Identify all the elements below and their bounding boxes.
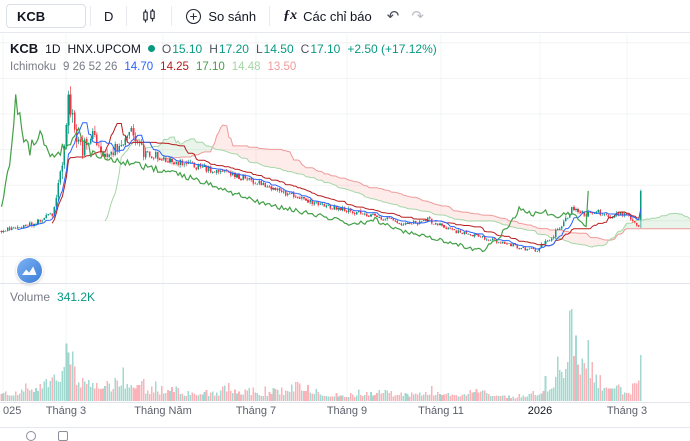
indicator-params: 9 26 52 26 <box>63 61 118 73</box>
toolbar-divider <box>90 6 91 26</box>
time-axis-label: Tháng 7 <box>235 405 277 417</box>
time-axis-label: 2026 <box>527 405 553 417</box>
bottom-toolbar <box>0 427 690 441</box>
bottom-toolbar-icon[interactable] <box>26 431 36 441</box>
broker-logo-button[interactable] <box>16 257 43 284</box>
mountain-chart-icon <box>17 258 42 283</box>
ohlc-open: O 15.10 <box>161 41 203 56</box>
volume-label: Volume <box>10 290 51 304</box>
ohlc-close: C 17.10 <box>300 41 341 56</box>
toolbar-divider <box>171 6 173 26</box>
symbol-search[interactable]: KCB <box>6 4 86 28</box>
legend-change: +2.50 (+17.12%) <box>347 41 437 56</box>
ohlc-high: H 17.20 <box>209 41 249 56</box>
indicator-value-lead2: 13.50 <box>267 61 297 73</box>
redo-button[interactable]: ↷ <box>405 3 430 29</box>
time-axis-label: Tháng 9 <box>326 405 368 417</box>
interval-button[interactable]: D <box>95 3 122 29</box>
indicator-value-lagging: 17.10 <box>195 61 225 73</box>
indicators-button[interactable]: ƒx Các chỉ báo <box>274 3 381 29</box>
bottom-toolbar-icon[interactable] <box>58 431 68 441</box>
time-axis-label: Tháng 11 <box>418 405 464 417</box>
time-axis-label: Tháng 3 <box>45 405 87 417</box>
time-axis-label: Tháng 3 <box>606 405 648 417</box>
legend-exchange[interactable]: HNX.UPCOM <box>67 41 141 56</box>
indicator-name: Ichimoku <box>10 61 57 73</box>
undo-button[interactable]: ↶ <box>381 3 406 29</box>
indicator-value-base: 14.25 <box>160 61 189 73</box>
toolbar-divider <box>269 6 271 26</box>
legend-symbol[interactable]: KCB <box>10 41 39 56</box>
compare-label: So sánh <box>208 8 257 24</box>
redo-icon: ↷ <box>411 7 424 25</box>
candlestick-icon <box>140 7 158 25</box>
volume-value: 341.2K <box>57 290 96 304</box>
time-axis-label: Tháng Năm <box>134 405 192 417</box>
legend-indicator[interactable]: Ichimoku 9 26 52 26 14.70 14.25 17.10 14… <box>10 61 296 73</box>
fx-icon: ƒx <box>283 8 298 23</box>
indicator-value-conversion: 14.70 <box>124 61 154 73</box>
compare-button[interactable]: So sánh <box>176 3 265 29</box>
undo-icon: ↶ <box>386 7 400 25</box>
volume-legend[interactable]: Volume 341.2K <box>10 290 95 304</box>
interval-label: D <box>104 8 114 24</box>
indicator-value-lead1: 14.48 <box>231 61 261 73</box>
symbol-search-label: KCB <box>17 8 46 24</box>
top-toolbar: KCB D So sánh ƒx Các chỉ báo ↶ ↷ <box>0 0 690 33</box>
time-axis-label: 025 <box>3 405 22 417</box>
toolbar-divider <box>126 6 128 26</box>
indicators-label: Các chỉ báo <box>303 8 372 24</box>
chart-type-button[interactable] <box>131 3 167 29</box>
market-status-dot <box>147 45 155 52</box>
legend-interval[interactable]: 1D <box>45 41 61 56</box>
ohlc-low: L 14.50 <box>255 41 294 56</box>
time-axis[interactable]: 025 Tháng 3 Tháng Năm Tháng 7 Tháng 9 Th… <box>0 405 690 421</box>
compare-plus-icon <box>185 8 202 25</box>
